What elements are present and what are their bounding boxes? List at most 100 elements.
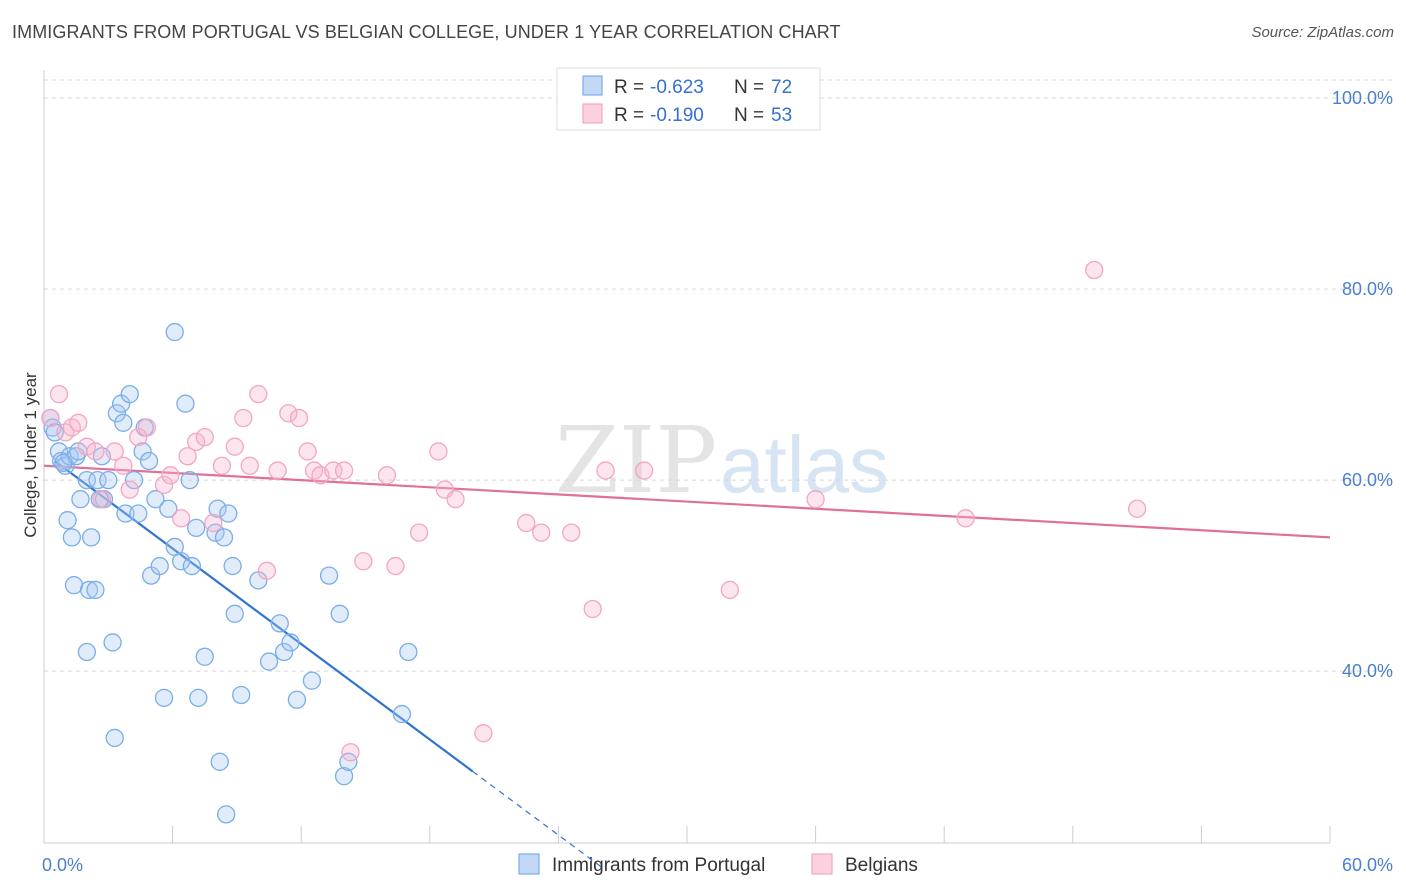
point-portugal: [71, 490, 90, 509]
point-belgians: [474, 724, 493, 743]
point-portugal: [139, 451, 159, 471]
point-portugal: [116, 504, 135, 523]
point-belgians: [429, 442, 448, 461]
legend-r-label-1: R =: [614, 77, 644, 98]
legend-r-value-2: -0.190: [650, 105, 704, 126]
trend-line-belgians: [43, 464, 1331, 539]
point-portugal: [159, 499, 178, 518]
point-portugal: [189, 688, 208, 707]
tick-labels: 40.0% 60.0% 80.0% 100.0% 0.0% 60.0%: [42, 88, 1393, 875]
point-portugal: [129, 504, 148, 523]
point-portugal: [88, 470, 107, 490]
point-portugal: [180, 470, 199, 490]
x-tick-label: 60.0%: [1342, 855, 1393, 875]
point-belgians: [187, 432, 206, 452]
point-belgians: [289, 408, 309, 428]
point-belgians: [41, 408, 60, 428]
x-tick-label: 0.0%: [42, 855, 83, 875]
point-portugal: [82, 528, 101, 547]
point-portugal: [219, 504, 238, 523]
point-belgians: [409, 523, 429, 542]
point-portugal: [114, 413, 133, 432]
point-belgians: [386, 556, 405, 576]
point-portugal: [214, 528, 234, 547]
legend-n-value-1: 72: [771, 77, 792, 98]
point-portugal: [107, 404, 127, 423]
point-belgians: [105, 442, 124, 461]
point-portugal: [165, 322, 184, 342]
point-belgians: [92, 490, 112, 509]
y-axis-label: College, Under 1 year: [21, 372, 40, 538]
point-belgians: [562, 523, 581, 542]
point-belgians: [249, 384, 268, 404]
y-tick-label: 80.0%: [1342, 279, 1393, 299]
point-belgians: [341, 743, 360, 762]
point-belgians: [517, 513, 536, 533]
point-portugal: [133, 442, 152, 461]
point-portugal: [392, 704, 412, 724]
point-belgians: [596, 461, 615, 480]
legend-n-label-2: N =: [734, 105, 764, 126]
gridlines: [44, 79, 1392, 672]
point-belgians: [86, 442, 105, 461]
point-portugal: [302, 671, 322, 690]
point-belgians: [212, 456, 232, 475]
point-portugal: [259, 652, 279, 671]
series-legend: Immigrants from Portugal Belgians: [518, 853, 918, 876]
point-portugal: [79, 580, 99, 600]
legend-r-label-2: R =: [614, 105, 644, 126]
point-portugal: [225, 604, 244, 623]
point-portugal: [210, 752, 229, 771]
point-portugal: [120, 384, 139, 404]
legend-n-value-2: 53: [771, 105, 792, 126]
point-belgians: [172, 509, 191, 528]
point-portugal: [274, 642, 294, 662]
series-legend-label-portugal: Immigrants from Portugal: [552, 855, 765, 876]
series-legend-swatch-belgians: [811, 853, 833, 875]
point-portugal: [103, 633, 122, 652]
y-tick-label: 40.0%: [1342, 661, 1393, 681]
point-belgians: [532, 523, 551, 542]
point-portugal: [105, 728, 124, 748]
point-portugal: [60, 447, 79, 466]
trend-line-portugal-extension: [472, 770, 602, 868]
legend-swatch-belgians: [582, 103, 603, 124]
point-belgians: [806, 490, 825, 509]
point-belgians: [446, 490, 465, 509]
point-portugal: [86, 580, 105, 600]
point-portugal: [334, 767, 354, 786]
point-portugal: [319, 566, 339, 585]
legend-swatch-portugal: [582, 75, 603, 96]
point-portugal: [182, 556, 202, 576]
point-portugal: [399, 642, 418, 662]
point-portugal: [330, 604, 349, 623]
point-portugal: [146, 490, 165, 509]
axes: [43, 70, 1331, 844]
point-belgians: [240, 456, 259, 475]
series-legend-swatch-portugal: [518, 853, 540, 875]
point-portugal: [99, 470, 118, 490]
point-belgians: [195, 427, 214, 447]
point-portugal: [223, 556, 242, 576]
point-belgians: [1127, 499, 1147, 518]
point-belgians: [161, 466, 180, 485]
point-portugal: [172, 552, 191, 571]
point-belgians: [49, 384, 69, 404]
trend-line-portugal: [54, 460, 474, 773]
point-portugal: [176, 394, 195, 413]
point-belgians: [225, 437, 244, 456]
point-belgians: [279, 404, 298, 423]
point-portugal: [270, 614, 289, 633]
chart-source: Source: ZipAtlas.com: [1251, 24, 1394, 41]
point-portugal: [187, 518, 206, 537]
point-belgians: [114, 456, 133, 475]
point-portugal: [287, 690, 307, 709]
point-belgians: [77, 437, 97, 456]
y-tick-label: 100.0%: [1332, 88, 1393, 108]
point-belgians: [720, 580, 740, 600]
point-belgians: [69, 413, 88, 432]
point-belgians: [137, 418, 157, 437]
point-belgians: [354, 552, 373, 571]
point-belgians: [268, 461, 287, 480]
